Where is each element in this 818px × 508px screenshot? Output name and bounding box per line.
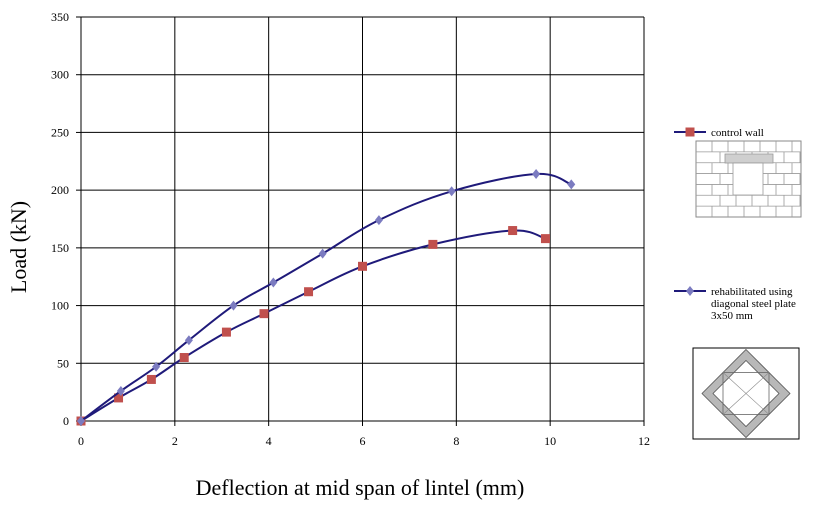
data-point — [540, 234, 550, 244]
data-point — [447, 186, 456, 197]
x-tick-label: 8 — [453, 434, 459, 448]
x-tick-label: 4 — [266, 434, 272, 448]
x-axis-label: Deflection at mid span of lintel (mm) — [196, 475, 525, 500]
data-point — [184, 335, 193, 346]
y-tick-label: 50 — [57, 356, 69, 370]
brick-wall-with-opening-icon — [695, 140, 802, 218]
x-tick-label: 6 — [360, 434, 366, 448]
series-rehabilitated — [77, 168, 576, 426]
legend-entry-control-wall: control wall — [674, 127, 764, 139]
grid — [81, 16, 645, 421]
data-point — [179, 353, 189, 363]
legend: control wall rehabilitated usingdiagonal … — [674, 127, 796, 322]
y-tick-label: 300 — [51, 68, 69, 82]
y-tick-label: 100 — [51, 299, 69, 313]
data-point — [259, 309, 269, 319]
data-point — [567, 179, 576, 190]
data-point — [152, 361, 161, 372]
y-axis-label: Load (kN) — [6, 201, 31, 293]
data-point — [374, 215, 383, 226]
data-point — [269, 277, 278, 288]
data-point — [304, 287, 314, 297]
diagonal-steel-plate-icon — [692, 347, 800, 440]
x-tick-label: 2 — [172, 434, 178, 448]
y-tick-label: 200 — [51, 183, 69, 197]
data-point — [318, 248, 327, 259]
series-layer — [76, 168, 576, 426]
legend-marker — [686, 286, 694, 296]
legend-marker — [685, 127, 695, 137]
x-tick-label: 0 — [78, 434, 84, 448]
data-point — [358, 261, 367, 271]
x-tick-label: 12 — [638, 434, 650, 448]
data-point — [532, 168, 541, 179]
axes: 0 50 100 150 200 250 300 350 0 2 4 6 8 10 12 — [51, 10, 650, 448]
data-point — [116, 385, 125, 396]
series-control-wall — [76, 226, 550, 426]
data-point — [229, 300, 238, 311]
data-point — [77, 416, 85, 426]
y-tick-label: 250 — [51, 125, 69, 139]
legend-label: diagonal steel plate — [711, 298, 796, 310]
legend-label: control wall — [711, 127, 764, 139]
x-tick-label: 10 — [544, 434, 556, 448]
data-point — [508, 226, 518, 236]
data-point — [428, 239, 438, 249]
data-point — [146, 374, 156, 384]
y-tick-label: 0 — [63, 414, 69, 428]
data-point — [221, 327, 231, 337]
legend-label: 3x50 mm — [711, 310, 753, 322]
data-point — [114, 393, 124, 403]
series-line — [80, 172, 572, 422]
y-tick-label: 350 — [51, 10, 69, 24]
legend-label: rehabilitated using — [711, 286, 793, 298]
y-tick-label: 150 — [51, 241, 69, 255]
